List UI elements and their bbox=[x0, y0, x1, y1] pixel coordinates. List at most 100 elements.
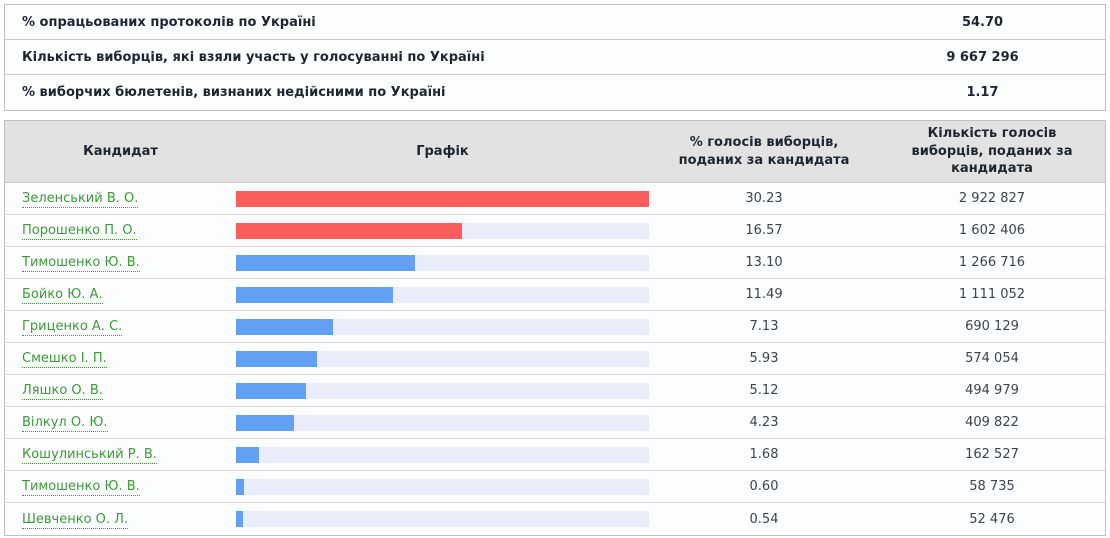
header-candidate: Кандидат bbox=[83, 143, 158, 159]
candidate-cell: Шевченко О. Л. bbox=[5, 511, 236, 529]
bar-cell bbox=[236, 222, 649, 239]
bar-cell bbox=[236, 511, 649, 527]
candidate-link[interactable]: Тимошенко Ю. В. bbox=[22, 255, 140, 272]
stat-value: 9 667 296 bbox=[946, 49, 1019, 65]
bar-cell bbox=[236, 190, 649, 207]
candidate-cell: Гриценко А. С. bbox=[5, 319, 236, 336]
header-votes: Кількість голосів виборців, поданих за к… bbox=[911, 126, 1073, 177]
percent-value: 0.60 bbox=[749, 479, 779, 494]
result-bar bbox=[236, 286, 393, 303]
bar-cell bbox=[236, 318, 649, 335]
stat-value: 1.17 bbox=[966, 85, 999, 100]
candidate-cell: Бойко Ю. А. bbox=[5, 287, 236, 304]
candidate-cell: Зеленський В. О. bbox=[5, 191, 236, 208]
table-row: Шевченко О. Л. 0.54 52 476 bbox=[5, 503, 1105, 535]
results-rows: Зеленський В. О. 30.23 2 922 827 Порошен… bbox=[5, 183, 1105, 535]
results-table-header: Кандидат Графік % голосів виборців, пода… bbox=[5, 121, 1105, 183]
bar-track bbox=[236, 511, 649, 527]
result-bar bbox=[236, 511, 244, 527]
candidate-link[interactable]: Порошенко П. О. bbox=[22, 223, 137, 240]
percent-value: 0.54 bbox=[749, 511, 779, 527]
table-row: Кошулинський Р. В. 1.68 162 527 bbox=[5, 439, 1105, 471]
candidate-link[interactable]: Смешко І. П. bbox=[22, 351, 107, 368]
table-row: Бойко Ю. А. 11.49 1 111 052 bbox=[5, 279, 1105, 311]
table-row: Зеленський В. О. 30.23 2 922 827 bbox=[5, 183, 1105, 215]
result-bar bbox=[236, 414, 294, 431]
percent-value: 16.57 bbox=[745, 223, 783, 238]
bar-track bbox=[236, 446, 649, 463]
percent-value: 13.10 bbox=[745, 255, 783, 270]
result-bar bbox=[236, 350, 317, 367]
candidate-link[interactable]: Кошулинський Р. В. bbox=[22, 447, 157, 464]
candidate-link[interactable]: Бойко Ю. А. bbox=[22, 287, 103, 304]
votes-value: 574 054 bbox=[965, 351, 1019, 366]
bar-cell bbox=[236, 478, 649, 495]
votes-value: 52 476 bbox=[969, 511, 1015, 527]
bar-track bbox=[236, 350, 649, 367]
result-bar bbox=[236, 382, 306, 399]
candidate-link[interactable]: Вілкул О. Ю. bbox=[22, 415, 108, 432]
candidate-cell: Тимошенко Ю. В. bbox=[5, 479, 236, 496]
bar-track bbox=[236, 222, 649, 239]
candidate-cell: Порошенко П. О. bbox=[5, 223, 236, 240]
result-bar bbox=[236, 446, 259, 463]
votes-value: 2 922 827 bbox=[958, 191, 1026, 206]
results-table: Кандидат Графік % голосів виборців, пода… bbox=[4, 120, 1106, 536]
stat-row-protocols: % опрацьованих протоколів по Україні 54.… bbox=[5, 5, 1105, 40]
result-bar bbox=[236, 254, 415, 271]
candidate-link[interactable]: Шевченко О. Л. bbox=[22, 511, 129, 529]
bar-track bbox=[236, 286, 649, 303]
table-row: Порошенко П. О. 16.57 1 602 406 bbox=[5, 215, 1105, 247]
candidate-cell: Смешко І. П. bbox=[5, 351, 236, 368]
bar-track bbox=[236, 414, 649, 431]
stat-value: 54.70 bbox=[961, 14, 1004, 30]
candidate-link[interactable]: Зеленський В. О. bbox=[22, 191, 139, 208]
votes-value: 58 735 bbox=[969, 479, 1015, 494]
bar-cell bbox=[236, 382, 649, 399]
bar-cell bbox=[236, 286, 649, 303]
votes-value: 1 111 052 bbox=[958, 287, 1026, 302]
header-percent: % голосів виборців, поданих за кандидата bbox=[678, 134, 850, 168]
candidate-link[interactable]: Ляшко О. В. bbox=[22, 383, 103, 400]
bar-track bbox=[236, 190, 649, 207]
votes-value: 409 822 bbox=[965, 415, 1019, 430]
votes-value: 162 527 bbox=[965, 447, 1019, 462]
votes-value: 1 266 716 bbox=[958, 255, 1026, 270]
stat-row-turnout: Кількість виборців, які взяли участь у г… bbox=[5, 40, 1105, 75]
candidate-link[interactable]: Тимошенко Ю. В. bbox=[22, 479, 140, 496]
candidate-link[interactable]: Гриценко А. С. bbox=[22, 319, 123, 336]
bar-track bbox=[236, 382, 649, 399]
table-row: Вілкул О. Ю. 4.23 409 822 bbox=[5, 407, 1105, 439]
table-row: Тимошенко Ю. В. 0.60 58 735 bbox=[5, 471, 1105, 503]
candidate-cell: Тимошенко Ю. В. bbox=[5, 255, 236, 272]
percent-value: 4.23 bbox=[749, 415, 779, 430]
candidate-cell: Ляшко О. В. bbox=[5, 383, 236, 400]
percent-value: 5.12 bbox=[749, 383, 779, 398]
stat-row-invalid-ballots: % виборчих бюлетенів, визнаних недійсним… bbox=[5, 75, 1105, 110]
result-bar bbox=[236, 318, 334, 335]
percent-value: 30.23 bbox=[745, 191, 783, 206]
bar-cell bbox=[236, 350, 649, 367]
table-row: Ляшко О. В. 5.12 494 979 bbox=[5, 375, 1105, 407]
summary-stats: % опрацьованих протоколів по Україні 54.… bbox=[4, 4, 1106, 111]
percent-value: 11.49 bbox=[745, 287, 783, 302]
bar-track bbox=[236, 318, 649, 335]
bar-track bbox=[236, 254, 649, 271]
bar-cell bbox=[236, 254, 649, 271]
header-chart: Графік bbox=[416, 143, 469, 159]
votes-value: 690 129 bbox=[965, 319, 1019, 334]
percent-value: 7.13 bbox=[749, 319, 779, 334]
table-row: Смешко І. П. 5.93 574 054 bbox=[5, 343, 1105, 375]
bar-cell bbox=[236, 414, 649, 431]
candidate-cell: Вілкул О. Ю. bbox=[5, 415, 236, 432]
result-bar bbox=[236, 478, 245, 495]
stat-label: % опрацьованих протоколів по Україні bbox=[22, 14, 316, 30]
stat-label: Кількість виборців, які взяли участь у г… bbox=[22, 49, 485, 65]
percent-value: 5.93 bbox=[749, 351, 779, 366]
percent-value: 1.68 bbox=[749, 447, 779, 462]
votes-value: 1 602 406 bbox=[958, 223, 1026, 238]
votes-value: 494 979 bbox=[965, 383, 1019, 398]
result-bar bbox=[236, 222, 463, 239]
table-row: Гриценко А. С. 7.13 690 129 bbox=[5, 311, 1105, 343]
